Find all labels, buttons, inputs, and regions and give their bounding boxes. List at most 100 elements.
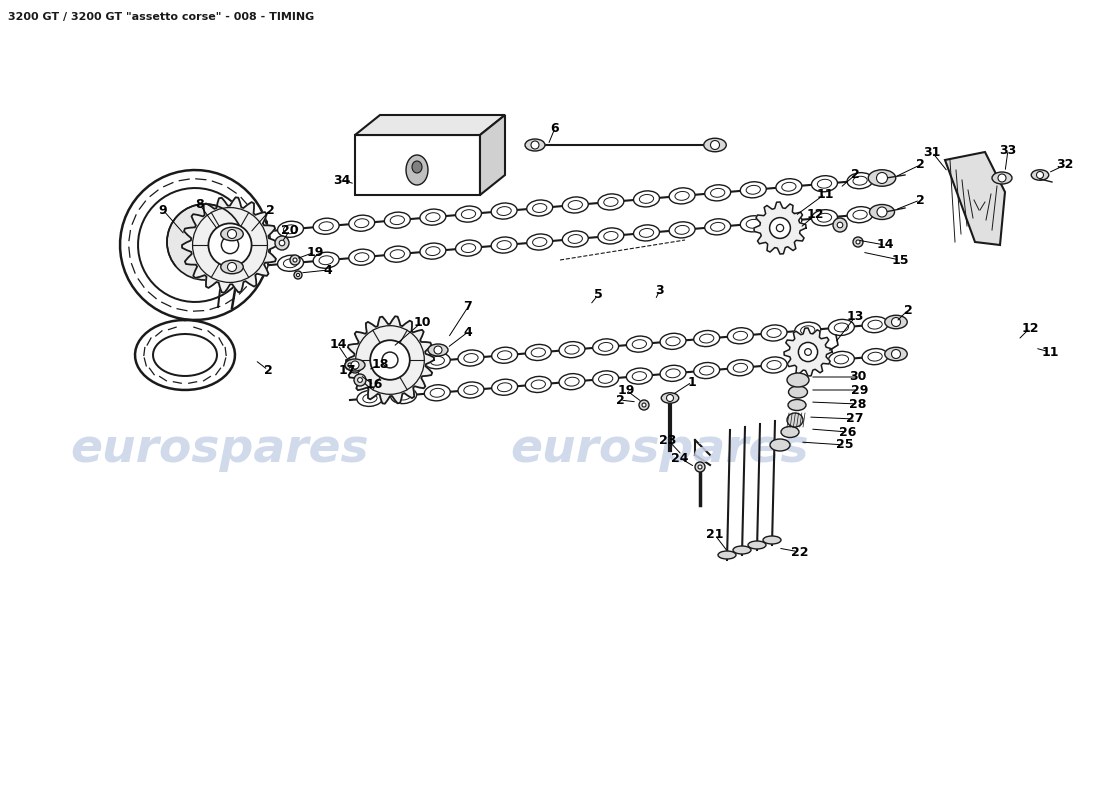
Ellipse shape xyxy=(526,377,551,393)
Ellipse shape xyxy=(884,315,908,329)
Ellipse shape xyxy=(789,386,807,398)
Ellipse shape xyxy=(559,342,585,358)
Ellipse shape xyxy=(248,262,262,270)
Ellipse shape xyxy=(532,203,547,213)
Ellipse shape xyxy=(221,260,243,274)
Ellipse shape xyxy=(1032,170,1048,180)
Polygon shape xyxy=(754,202,806,254)
Circle shape xyxy=(228,262,236,271)
Ellipse shape xyxy=(660,334,686,350)
Ellipse shape xyxy=(458,382,484,398)
Text: 2: 2 xyxy=(265,203,274,217)
Ellipse shape xyxy=(852,176,867,185)
Ellipse shape xyxy=(776,178,802,195)
Ellipse shape xyxy=(794,322,821,338)
Circle shape xyxy=(371,340,410,380)
Ellipse shape xyxy=(598,194,624,210)
Text: 27: 27 xyxy=(846,413,864,426)
Text: 17: 17 xyxy=(339,363,355,377)
Ellipse shape xyxy=(761,357,786,373)
Ellipse shape xyxy=(531,380,546,389)
Ellipse shape xyxy=(632,340,647,349)
Text: 7: 7 xyxy=(463,301,472,314)
Ellipse shape xyxy=(491,237,517,253)
Circle shape xyxy=(348,363,352,367)
Ellipse shape xyxy=(748,541,766,549)
Ellipse shape xyxy=(604,231,618,240)
Ellipse shape xyxy=(740,182,767,198)
Circle shape xyxy=(353,365,358,370)
Ellipse shape xyxy=(788,399,806,410)
Ellipse shape xyxy=(660,366,686,382)
Ellipse shape xyxy=(284,259,298,268)
Ellipse shape xyxy=(354,218,368,228)
Circle shape xyxy=(639,400,649,410)
Ellipse shape xyxy=(569,201,582,210)
Ellipse shape xyxy=(666,369,680,378)
Ellipse shape xyxy=(828,351,855,367)
Circle shape xyxy=(221,236,239,254)
Circle shape xyxy=(354,374,366,386)
Ellipse shape xyxy=(847,173,873,189)
Ellipse shape xyxy=(733,546,751,554)
Ellipse shape xyxy=(767,361,781,370)
Ellipse shape xyxy=(390,355,417,372)
Ellipse shape xyxy=(705,218,730,235)
Ellipse shape xyxy=(746,186,760,194)
Ellipse shape xyxy=(358,390,383,406)
Text: 15: 15 xyxy=(891,254,909,266)
Text: 19: 19 xyxy=(306,246,323,258)
Ellipse shape xyxy=(345,359,365,371)
Ellipse shape xyxy=(384,246,410,262)
Ellipse shape xyxy=(565,378,579,386)
Ellipse shape xyxy=(817,179,832,188)
Ellipse shape xyxy=(497,351,512,360)
Ellipse shape xyxy=(639,194,653,203)
Ellipse shape xyxy=(425,385,450,401)
Text: 2: 2 xyxy=(903,303,912,317)
Ellipse shape xyxy=(992,172,1012,184)
Ellipse shape xyxy=(718,551,736,559)
Text: 4: 4 xyxy=(463,326,472,338)
Ellipse shape xyxy=(248,228,262,237)
Text: 2: 2 xyxy=(264,363,273,377)
Text: 25: 25 xyxy=(836,438,854,451)
Ellipse shape xyxy=(711,189,725,198)
Polygon shape xyxy=(355,135,480,195)
Ellipse shape xyxy=(598,228,624,244)
Ellipse shape xyxy=(711,222,725,231)
Ellipse shape xyxy=(763,536,781,544)
Polygon shape xyxy=(346,316,434,404)
Ellipse shape xyxy=(242,224,268,240)
Ellipse shape xyxy=(868,352,882,361)
Ellipse shape xyxy=(669,222,695,238)
Circle shape xyxy=(852,237,864,247)
Ellipse shape xyxy=(847,206,873,222)
Circle shape xyxy=(642,403,646,407)
Ellipse shape xyxy=(694,330,719,346)
Circle shape xyxy=(349,361,361,373)
Circle shape xyxy=(833,218,847,232)
Ellipse shape xyxy=(801,326,815,334)
Text: eurospares: eurospares xyxy=(510,427,810,473)
Ellipse shape xyxy=(675,191,690,200)
Ellipse shape xyxy=(834,355,848,364)
Polygon shape xyxy=(945,152,1005,245)
Ellipse shape xyxy=(704,138,726,152)
Text: 6: 6 xyxy=(551,122,559,134)
Text: 1: 1 xyxy=(688,375,696,389)
Ellipse shape xyxy=(426,246,440,255)
Ellipse shape xyxy=(862,349,888,365)
Text: 16: 16 xyxy=(365,378,383,391)
Circle shape xyxy=(294,271,302,279)
Ellipse shape xyxy=(598,374,613,383)
Ellipse shape xyxy=(852,210,867,219)
Ellipse shape xyxy=(669,188,695,204)
Polygon shape xyxy=(480,115,505,195)
Ellipse shape xyxy=(314,252,339,268)
Text: 28: 28 xyxy=(849,398,867,410)
Ellipse shape xyxy=(801,358,815,366)
Ellipse shape xyxy=(868,320,882,329)
Text: 11: 11 xyxy=(1042,346,1058,358)
Circle shape xyxy=(891,318,901,326)
